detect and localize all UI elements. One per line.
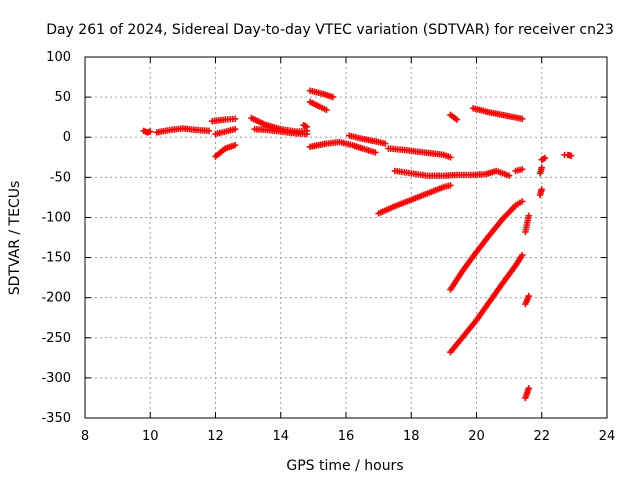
x-tick-label: 8 [81, 429, 89, 444]
data-segment [538, 154, 549, 163]
x-tick-label: 24 [599, 429, 616, 444]
data-point-markers [212, 126, 239, 138]
data-segment [300, 122, 311, 130]
y-tick-label: -100 [41, 210, 71, 225]
data-point-markers [391, 167, 513, 179]
y-axis-label: SDTVAR / TECUs [7, 181, 23, 296]
y-tick-label: 100 [46, 50, 71, 65]
x-axis-label: GPS time / hours [286, 458, 403, 474]
data-point-markers [306, 98, 330, 114]
data-point-markers [375, 182, 454, 217]
data-segment [512, 166, 526, 175]
y-tick-label: -150 [41, 251, 71, 266]
data-segment [153, 125, 213, 136]
data-point-markers [536, 186, 545, 199]
data-segment [561, 151, 575, 159]
data-segment [522, 385, 532, 402]
data-point-markers [470, 105, 526, 122]
data-point-markers [306, 87, 337, 101]
data-segment [447, 198, 526, 293]
axis-ticks: 8 10 12 14 16 18 20 22 24 100 50 0 -50 -100 -150 -200 -2… [41, 50, 615, 444]
x-tick-label: 20 [468, 429, 485, 444]
data-point-markers [346, 132, 389, 147]
data-point-markers [536, 164, 545, 177]
data-point-markers [300, 122, 311, 130]
data-segment [536, 186, 545, 199]
y-tick-label: -250 [41, 331, 71, 346]
data-point-markers [447, 251, 526, 356]
data-point-markers [512, 166, 526, 175]
data-point-markers [140, 127, 154, 136]
data-segment [346, 132, 389, 147]
data-segment [447, 251, 526, 356]
y-tick-label: -200 [41, 291, 71, 306]
grid [85, 57, 607, 418]
data-segment [209, 115, 239, 125]
data-segment [251, 126, 311, 138]
data-point-markers [522, 212, 532, 236]
data-segment [306, 98, 330, 114]
chart-title: Day 261 of 2024, Sidereal Day-to-day VTE… [46, 22, 614, 38]
y-tick-label: 0 [63, 130, 71, 145]
data-point-markers [212, 142, 239, 160]
data-series [140, 87, 575, 402]
data-point-markers [561, 151, 575, 159]
data-point-markers [209, 115, 239, 125]
y-tick-label: -350 [41, 411, 71, 426]
data-segment [306, 87, 337, 101]
data-point-markers [306, 138, 379, 156]
data-segment [522, 212, 532, 236]
data-point-markers [153, 125, 213, 136]
data-point-markers [251, 126, 311, 138]
x-tick-label: 12 [207, 429, 224, 444]
data-point-markers [447, 198, 526, 293]
y-tick-label: -300 [41, 371, 71, 386]
data-point-markers [522, 292, 532, 308]
data-segment [522, 292, 532, 308]
data-point-markers [447, 111, 461, 123]
data-point-markers [538, 154, 549, 163]
data-segment [140, 127, 154, 136]
data-point-markers [522, 385, 532, 402]
data-segment [212, 126, 239, 138]
y-tick-label: 50 [54, 90, 71, 105]
data-segment [375, 182, 454, 217]
data-segment [212, 142, 239, 160]
x-tick-label: 10 [142, 429, 159, 444]
x-tick-label: 14 [272, 429, 289, 444]
data-segment [385, 145, 454, 161]
data-segment [470, 105, 526, 122]
data-segment [391, 167, 513, 179]
data-segment [536, 164, 545, 177]
data-segment [447, 111, 461, 123]
y-tick-label: -50 [50, 170, 71, 185]
data-point-markers [385, 145, 454, 161]
plot-frame [84, 56, 608, 419]
x-tick-label: 16 [338, 429, 355, 444]
x-tick-label: 18 [403, 429, 420, 444]
x-tick-label: 22 [533, 429, 550, 444]
data-segment [306, 138, 379, 156]
